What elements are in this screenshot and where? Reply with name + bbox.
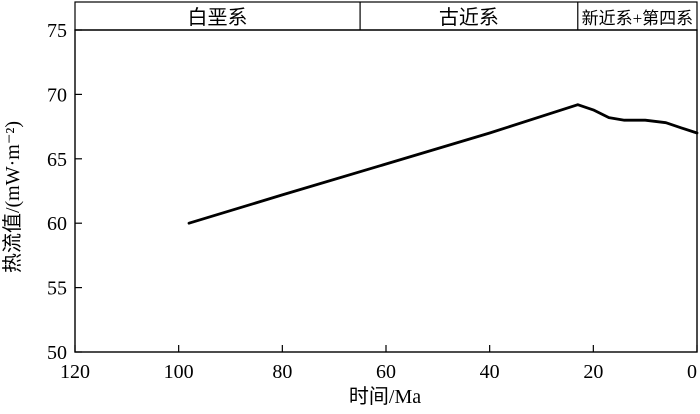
- plot-frame: [75, 30, 697, 352]
- y-axis-label: 热流值/(mW·m⁻²): [1, 121, 24, 273]
- x-tick-label: 100: [164, 361, 194, 383]
- period-label: 新近系+第四系: [582, 9, 694, 28]
- period-label: 古近系: [439, 6, 499, 29]
- y-tick-label: 65: [47, 149, 67, 171]
- heat-flow-line: [189, 105, 697, 224]
- period-label: 白垩系: [188, 6, 248, 29]
- y-tick-label: 60: [47, 213, 67, 235]
- x-tick-label: 120: [60, 361, 90, 383]
- x-axis-label: 时间/Ma: [349, 385, 421, 408]
- x-tick-label: 40: [480, 361, 500, 383]
- x-tick-label: 20: [583, 361, 603, 383]
- x-tick-label: 60: [376, 361, 396, 383]
- y-tick-label: 55: [47, 278, 67, 300]
- x-tick-label: 80: [272, 361, 292, 383]
- y-tick-label: 70: [47, 84, 67, 106]
- x-tick-label: 0: [687, 361, 697, 383]
- y-tick-label: 75: [47, 20, 67, 42]
